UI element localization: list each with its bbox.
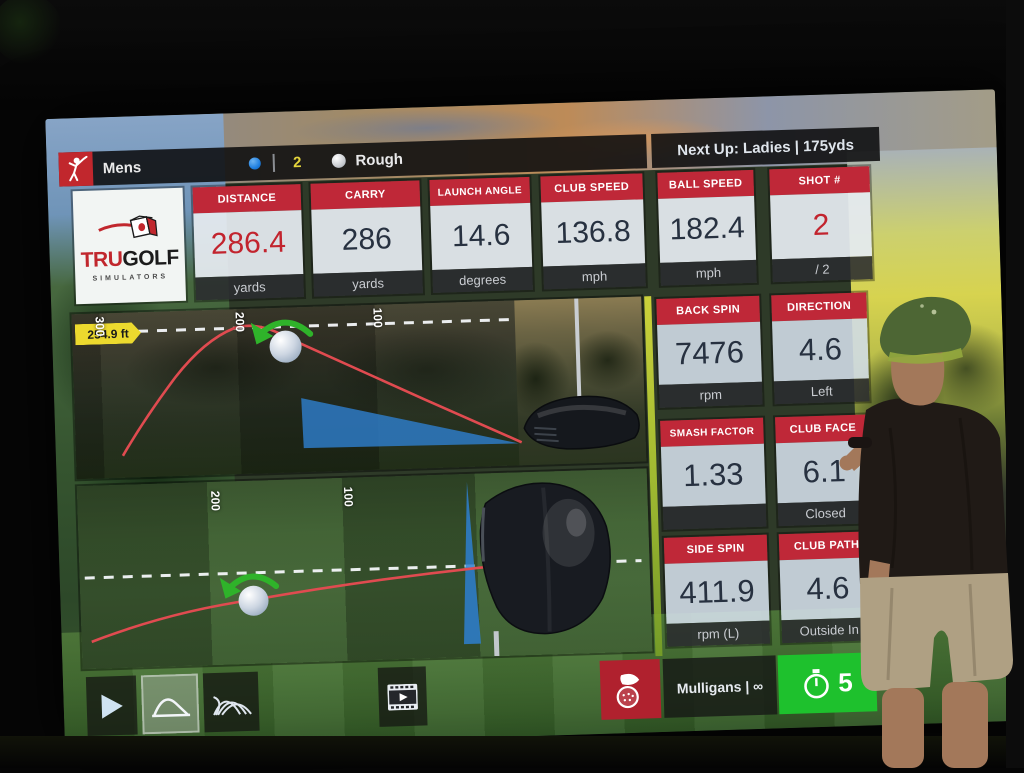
distance-marker-200: 200	[208, 491, 223, 511]
stat-value: 7476	[657, 322, 762, 385]
distance-marker-100: 100	[341, 487, 356, 507]
stat-unit: degrees	[432, 267, 533, 293]
view-multi-trajectory-button[interactable]	[203, 672, 260, 733]
stat-label: CARRY	[310, 180, 420, 209]
stat-label: SMASH FACTOR	[660, 418, 764, 447]
stat-unit	[663, 504, 767, 530]
apex-height-tag: 254.9 ft	[75, 322, 142, 345]
stat-tile-smash-factor: SMASH FACTOR 1.33	[660, 418, 766, 530]
stat-unit: rpm	[659, 382, 763, 408]
stat-value: 2	[770, 192, 872, 259]
single-trajectory-icon	[149, 686, 192, 721]
rehit-button[interactable]	[600, 659, 662, 720]
driver-top-view	[479, 481, 613, 657]
next-up-label: Next Up: Ladies | 175yds	[677, 136, 854, 159]
stat-value: 411.9	[665, 561, 770, 624]
stat-tile-side-spin: SIDE SPIN 411.9 rpm (L)	[664, 535, 770, 647]
brand-golf: GOLF	[122, 245, 179, 270]
hand-touch-point	[848, 437, 872, 448]
stopwatch-icon	[802, 667, 831, 700]
alignment-wedge	[459, 482, 481, 644]
stat-label: SIDE SPIN	[664, 535, 768, 564]
golf-ball	[238, 585, 269, 616]
brand-tru: TRU	[80, 247, 122, 271]
distance-marker-200: 200	[232, 312, 247, 332]
stat-unit: yards	[313, 270, 423, 296]
brand-tagline: SIMULATORS	[92, 273, 168, 282]
stat-label: BALL SPEED	[657, 170, 754, 199]
ball-path-line	[90, 564, 519, 641]
ball-icon	[331, 154, 345, 168]
apex-dashed-line	[138, 319, 515, 331]
stat-label: CLUB SPEED	[540, 173, 643, 202]
stat-unit: yards	[195, 274, 304, 300]
mulligans-label: Mulligans | ∞	[677, 677, 764, 696]
trajectory-top-view: 200 100	[77, 468, 652, 669]
distance-marker-100: 100	[370, 308, 385, 328]
stat-value: 136.8	[541, 199, 645, 266]
blue-dot-icon	[249, 157, 261, 169]
stat-value: 182.4	[658, 196, 756, 263]
stat-tile-club-speed: CLUB SPEED 136.8 mph	[540, 173, 645, 289]
lie-label: Rough	[355, 150, 403, 168]
stat-tile-distance: DISTANCE 286.4 yards	[193, 184, 304, 300]
stat-value: 286.4	[193, 210, 303, 277]
golf-ball-tee-icon	[613, 670, 648, 709]
video-replay-button[interactable]	[378, 666, 428, 726]
driver-side-view	[520, 297, 640, 451]
stat-unit: mph	[660, 260, 757, 286]
stat-unit: rpm (L)	[666, 621, 770, 647]
player-mode-label: Mens	[103, 159, 142, 177]
distance-marker-300: 300	[93, 316, 108, 336]
stat-label: LAUNCH ANGLE	[429, 177, 530, 206]
stat-tile-back-spin: BACK SPIN 7476 rpm	[656, 296, 762, 408]
stat-tile-launch-angle: LAUNCH ANGLE 14.6 degrees	[429, 177, 533, 293]
shot-count: 2	[293, 154, 302, 171]
stat-value: 286	[311, 206, 422, 273]
trugolf-cube-icon	[96, 210, 161, 246]
stat-tile-ball-speed: BALL SPEED 182.4 mph	[657, 170, 757, 286]
golfer-icon	[58, 152, 93, 187]
stat-value: 1.33	[661, 444, 766, 507]
next-up-bar: Next Up: Ladies | 175yds	[651, 127, 880, 168]
stat-tile-shot-number: SHOT # 2 / 2	[769, 166, 873, 282]
golf-ball	[269, 330, 302, 363]
play-icon	[98, 691, 125, 720]
multi-trajectory-icon	[209, 685, 254, 718]
mulligans-panel[interactable]: Mulligans | ∞	[663, 655, 778, 718]
view-single-trajectory-button[interactable]	[141, 674, 200, 735]
person-silhouette	[830, 278, 1024, 768]
flight-dispersion-wedge	[301, 391, 519, 450]
stat-label: DISTANCE	[193, 184, 302, 213]
play-button[interactable]	[86, 676, 138, 737]
stat-tile-carry: CARRY 286 yards	[310, 180, 422, 296]
trajectory-side-view: 254.9 ft 300 200 100	[71, 296, 646, 479]
film-icon	[387, 683, 418, 710]
stat-label: BACK SPIN	[656, 296, 760, 325]
stat-unit: mph	[543, 263, 646, 289]
divider	[273, 154, 276, 172]
stat-label: SHOT #	[769, 166, 870, 195]
stat-value: 14.6	[430, 203, 532, 270]
trugolf-logo: TRUGOLF SIMULATORS	[73, 188, 186, 304]
